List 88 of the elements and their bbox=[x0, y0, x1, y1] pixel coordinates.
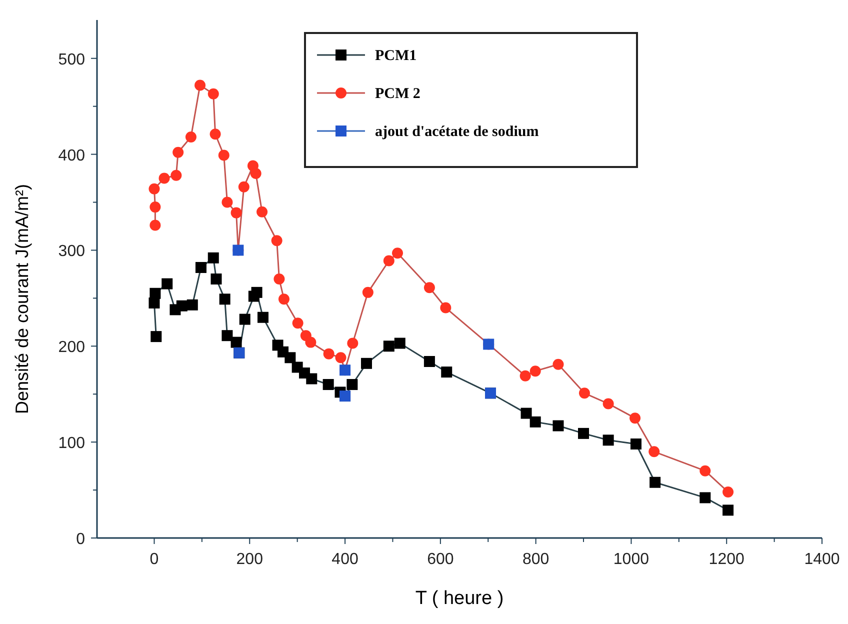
point bbox=[602, 398, 614, 410]
point bbox=[292, 318, 304, 329]
point bbox=[520, 408, 532, 419]
point bbox=[230, 207, 242, 218]
point bbox=[440, 302, 452, 314]
point bbox=[578, 388, 590, 399]
point bbox=[208, 252, 219, 264]
point bbox=[552, 358, 564, 370]
legend-label: PCM1 bbox=[375, 48, 417, 64]
point bbox=[186, 299, 198, 310]
point bbox=[520, 370, 531, 382]
point bbox=[194, 80, 206, 91]
point bbox=[700, 492, 711, 504]
point bbox=[578, 428, 590, 439]
y-tick-label: 400 bbox=[58, 147, 86, 164]
point bbox=[195, 262, 206, 273]
point bbox=[441, 366, 452, 378]
point bbox=[219, 294, 230, 305]
point bbox=[650, 476, 661, 488]
point bbox=[424, 356, 435, 367]
point bbox=[648, 446, 660, 458]
point bbox=[150, 331, 162, 342]
point bbox=[284, 352, 296, 364]
x-tick-label: 1400 bbox=[804, 551, 840, 568]
x-axis-title: T ( heure ) bbox=[415, 588, 504, 609]
point bbox=[630, 438, 642, 450]
x-tick-label: 600 bbox=[427, 551, 454, 568]
point bbox=[700, 465, 711, 476]
point bbox=[722, 486, 734, 498]
point bbox=[256, 206, 268, 218]
point bbox=[250, 168, 262, 179]
point bbox=[362, 286, 374, 298]
point bbox=[222, 196, 233, 208]
y-tick-label: 500 bbox=[58, 51, 86, 68]
point bbox=[150, 220, 161, 231]
point bbox=[530, 416, 541, 428]
point bbox=[158, 172, 170, 184]
point bbox=[346, 379, 358, 390]
y-tick-label: 0 bbox=[76, 531, 86, 548]
point bbox=[630, 412, 641, 424]
x-tick-label: 400 bbox=[332, 551, 358, 568]
point bbox=[162, 278, 173, 290]
point bbox=[322, 379, 334, 390]
point bbox=[148, 183, 160, 194]
point bbox=[602, 434, 614, 446]
point bbox=[274, 274, 285, 284]
point bbox=[278, 294, 290, 305]
point bbox=[306, 373, 318, 384]
point bbox=[218, 150, 230, 161]
point bbox=[323, 348, 334, 360]
y-tick-label: 100 bbox=[58, 435, 86, 452]
point bbox=[172, 146, 184, 158]
y-axis-title: Densité de courant J(mA/m²) bbox=[12, 184, 32, 414]
point bbox=[210, 274, 222, 284]
point bbox=[170, 170, 182, 181]
legend-label: PCM 2 bbox=[375, 86, 420, 102]
y-tick-label: 300 bbox=[58, 243, 86, 260]
point bbox=[185, 132, 196, 143]
point bbox=[150, 202, 161, 213]
legend-label: ajout d'acétate de sodium bbox=[375, 124, 540, 140]
point bbox=[360, 358, 372, 369]
x-tick-label: 1200 bbox=[708, 551, 745, 568]
point bbox=[251, 286, 262, 298]
point bbox=[383, 340, 394, 352]
point bbox=[271, 235, 282, 246]
x-tick-label: 1000 bbox=[613, 551, 650, 568]
point bbox=[424, 282, 435, 294]
point bbox=[305, 336, 316, 348]
point bbox=[347, 338, 358, 349]
y-tick-label: 200 bbox=[58, 339, 86, 356]
point bbox=[530, 366, 541, 377]
x-tick-label: 0 bbox=[150, 551, 159, 568]
x-tick-label: 200 bbox=[236, 551, 264, 568]
point bbox=[383, 255, 394, 266]
point bbox=[257, 312, 268, 323]
point bbox=[239, 314, 250, 325]
point bbox=[230, 336, 242, 348]
point bbox=[210, 128, 221, 140]
point bbox=[394, 338, 406, 349]
point bbox=[238, 181, 250, 192]
point bbox=[335, 352, 346, 364]
point bbox=[552, 420, 564, 432]
point bbox=[150, 288, 161, 299]
point bbox=[722, 504, 734, 516]
point bbox=[392, 248, 403, 259]
x-tick-label: 800 bbox=[522, 551, 550, 568]
point bbox=[208, 88, 219, 100]
point bbox=[222, 330, 233, 342]
